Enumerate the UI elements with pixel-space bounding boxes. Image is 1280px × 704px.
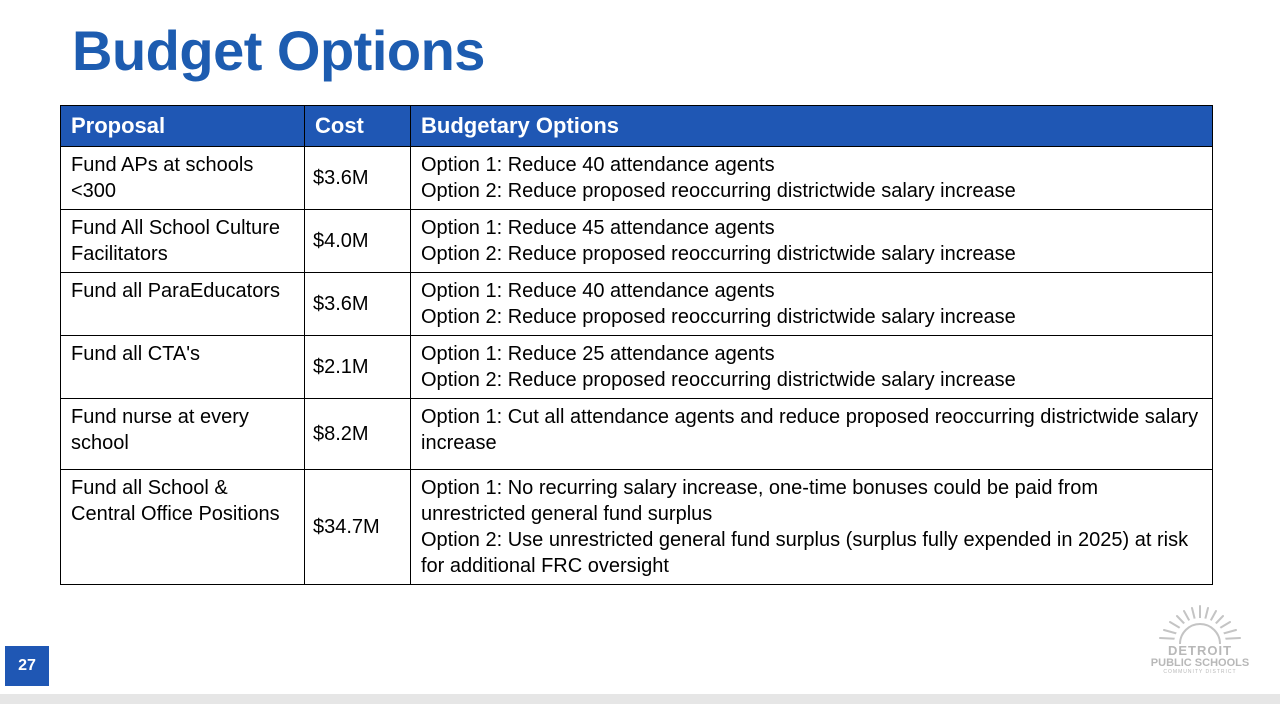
option-text: Option 2: Reduce proposed reoccurring di…	[421, 180, 1016, 202]
proposal-cell: Fund all CTA's	[60, 335, 305, 399]
proposal-cell: Fund all School & Central Office Positio…	[60, 469, 305, 585]
cost-cell: $3.6M	[304, 272, 411, 336]
table-row: Fund all ParaEducators $3.6M Option 1: R…	[60, 272, 1213, 336]
option-text: Option 1: Reduce 40 attendance agents	[421, 154, 775, 176]
table-row: Fund nurse at every school $8.2M Option …	[60, 398, 1213, 470]
option-text: Option 2: Reduce proposed reoccurring di…	[421, 306, 1016, 328]
proposal-cell: Fund APs at schools <300	[60, 146, 305, 210]
table-row: Fund All School Culture Facilitators $4.…	[60, 209, 1213, 273]
proposal-cell: Fund All School Culture Facilitators	[60, 209, 305, 273]
table-row: Fund all CTA's $2.1M Option 1: Reduce 25…	[60, 335, 1213, 399]
option-text: Option 1: Cut all attendance agents and …	[421, 406, 1199, 454]
table-header-row: Proposal Cost Budgetary Options	[60, 105, 1213, 147]
footer-bar	[0, 694, 1280, 704]
option-text: Option 2: Reduce proposed reoccurring di…	[421, 369, 1016, 391]
options-cell: Option 1: Reduce 40 attendance agents Op…	[410, 146, 1213, 210]
logo-text-public-schools: PUBLIC SCHOOLS	[1150, 657, 1250, 669]
district-logo: DETROIT PUBLIC SCHOOLS COMMUNITY DISTRIC…	[1140, 600, 1260, 684]
header-proposal: Proposal	[60, 105, 305, 147]
option-text: Option 2: Use unrestricted general fund …	[421, 529, 1189, 577]
cost-cell: $3.6M	[304, 146, 411, 210]
options-cell: Option 1: Cut all attendance agents and …	[410, 398, 1213, 470]
options-cell: Option 1: Reduce 25 attendance agents Op…	[410, 335, 1213, 399]
cost-cell: $8.2M	[304, 398, 411, 470]
sunburst-icon	[1159, 605, 1241, 644]
logo-text-community-district: COMMUNITY DISTRICT	[1163, 669, 1237, 675]
option-text: Option 1: Reduce 25 attendance agents	[421, 343, 775, 365]
cost-cell: $2.1M	[304, 335, 411, 399]
page-number: 27	[5, 646, 49, 686]
option-text: Option 1: No recurring salary increase, …	[421, 477, 1099, 525]
cost-cell: $34.7M	[304, 469, 411, 585]
header-cost: Cost	[304, 105, 411, 147]
header-budgetary-options: Budgetary Options	[410, 105, 1213, 147]
option-text: Option 2: Reduce proposed reoccurring di…	[421, 243, 1016, 265]
cost-cell: $4.0M	[304, 209, 411, 273]
option-text: Option 1: Reduce 40 attendance agents	[421, 280, 775, 302]
budget-options-table: Proposal Cost Budgetary Options Fund APs…	[60, 105, 1213, 585]
option-text: Option 1: Reduce 45 attendance agents	[421, 217, 775, 239]
table-row: Fund APs at schools <300 $3.6M Option 1:…	[60, 146, 1213, 210]
logo-text-detroit: DETROIT	[1167, 643, 1233, 658]
slide-title: Budget Options	[72, 19, 485, 82]
table-row: Fund all School & Central Office Positio…	[60, 469, 1213, 585]
proposal-cell: Fund nurse at every school	[60, 398, 305, 470]
options-cell: Option 1: Reduce 45 attendance agents Op…	[410, 209, 1213, 273]
options-cell: Option 1: No recurring salary increase, …	[410, 469, 1213, 585]
options-cell: Option 1: Reduce 40 attendance agents Op…	[410, 272, 1213, 336]
proposal-cell: Fund all ParaEducators	[60, 272, 305, 336]
